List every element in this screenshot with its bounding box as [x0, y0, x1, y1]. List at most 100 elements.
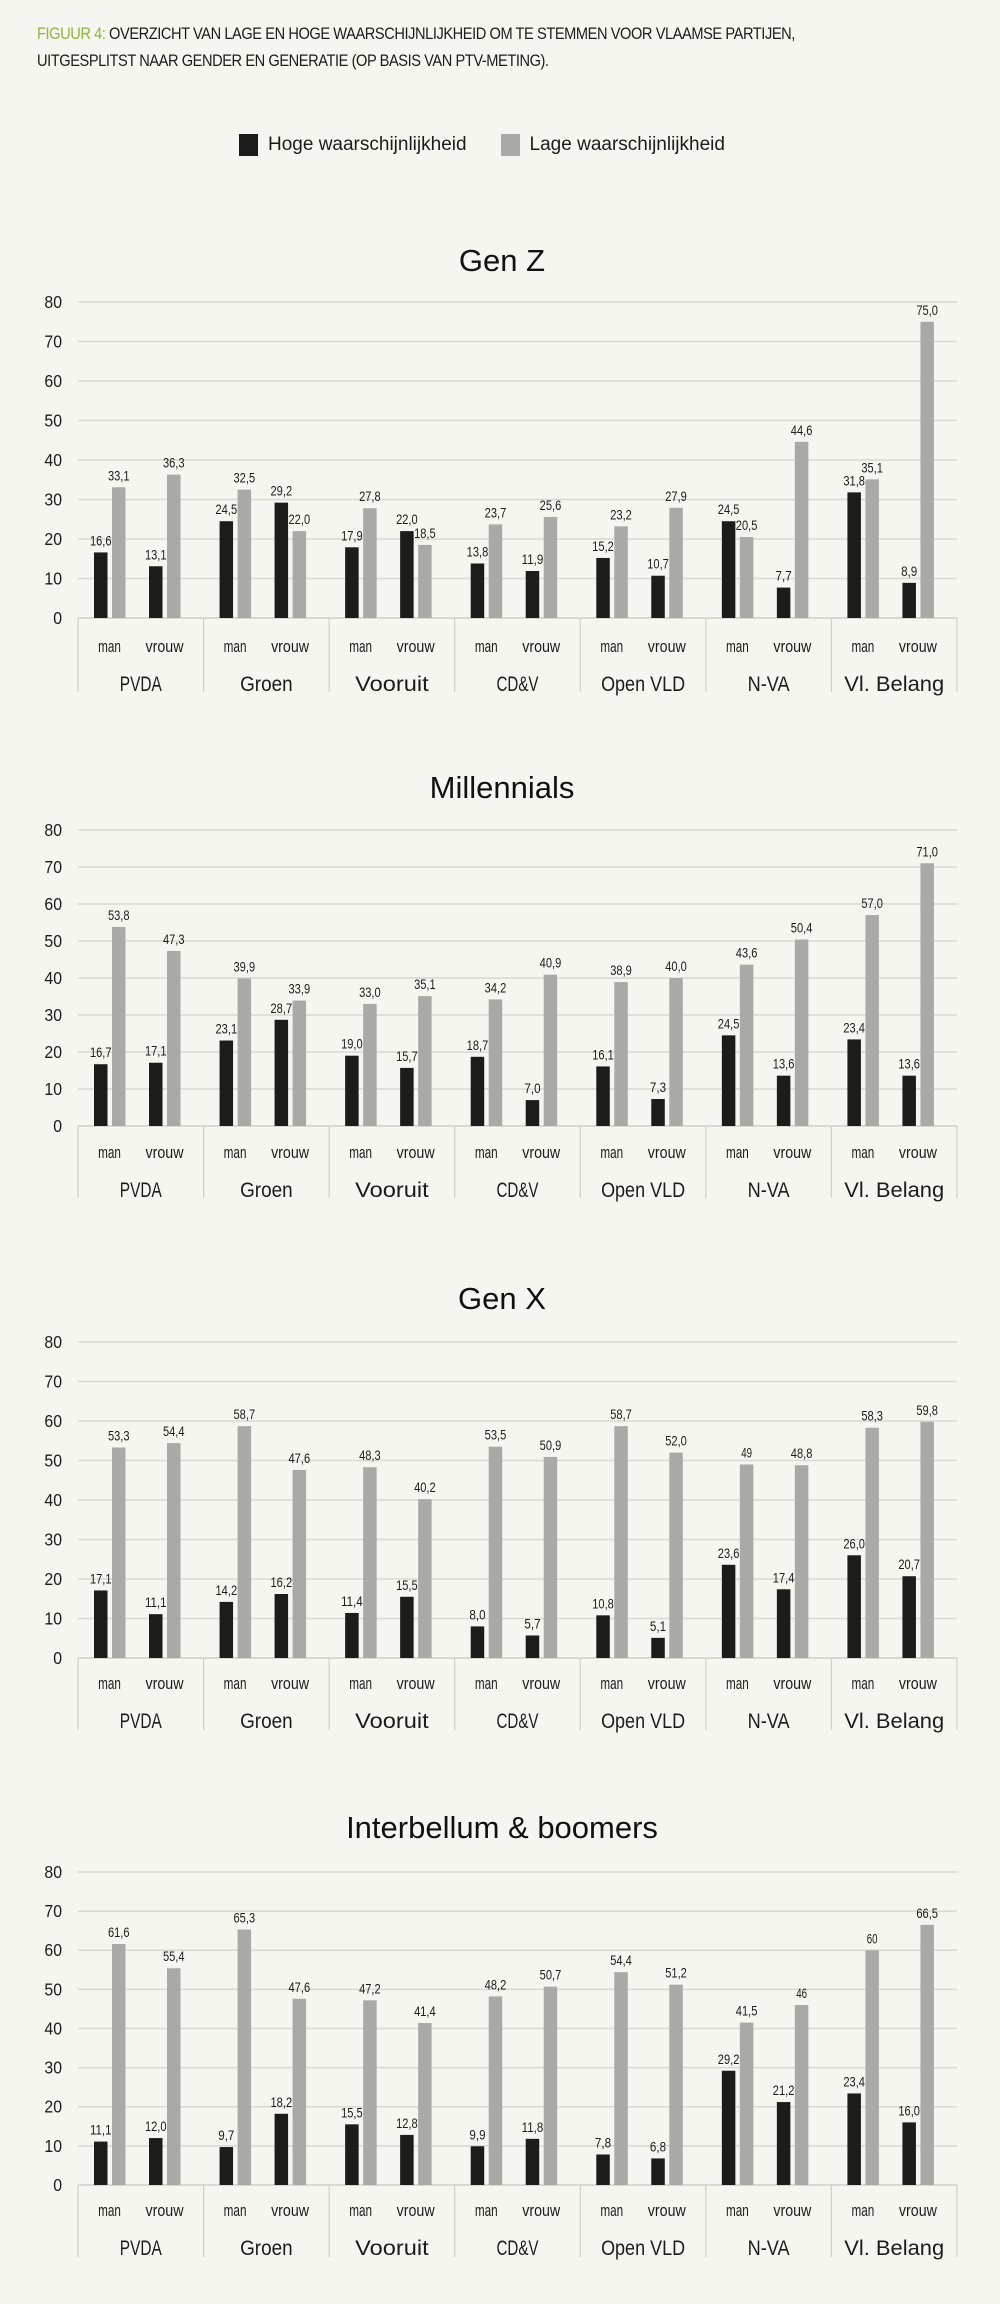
data-label: 35,1	[861, 460, 883, 475]
figure-label: FIGUUR 4:	[37, 24, 106, 43]
data-label: 11,1	[90, 2123, 112, 2138]
party-label: Open VLD	[601, 2237, 685, 2260]
gender-label: man	[475, 1143, 498, 1162]
data-label: 20,5	[736, 518, 758, 533]
bar-hoge	[776, 2102, 791, 2185]
gender-label: man	[726, 1674, 749, 1693]
data-label: 9,7	[218, 2128, 234, 2143]
bar-hoge	[596, 1066, 610, 1126]
gender-label: man	[224, 637, 247, 656]
party-label: Vooruit	[355, 673, 429, 696]
gender-label: vrouw	[899, 637, 938, 656]
bar-lage	[237, 1426, 252, 1658]
data-label: 38,9	[610, 963, 632, 978]
party-label: Vooruit	[355, 2237, 429, 2260]
gender-label: man	[852, 1143, 875, 1162]
bar-lage	[920, 1924, 934, 2185]
bar-hoge	[219, 521, 234, 618]
bar-hoge	[470, 1626, 485, 1658]
data-label: 18,5	[414, 526, 436, 541]
bar-hoge	[149, 1062, 163, 1126]
gender-label: man	[475, 1674, 498, 1693]
bar-lage	[543, 1456, 558, 1658]
bar-lage	[669, 1452, 683, 1658]
bar-lage	[418, 2023, 432, 2185]
party-label: PVDA	[120, 673, 162, 696]
data-label: 15,2	[592, 539, 614, 554]
data-label: 13,6	[773, 1057, 795, 1072]
gender-label: vrouw	[397, 637, 436, 656]
data-label: 26,0	[843, 1536, 865, 1551]
gender-label: man	[726, 637, 749, 656]
bar-hoge	[776, 587, 791, 618]
bar-lage	[794, 441, 809, 618]
bar-lage	[292, 1998, 307, 2185]
y-tick-label: 0	[53, 1648, 62, 1668]
bar-hoge	[274, 502, 289, 618]
bar-hoge	[721, 521, 736, 618]
bar-hoge	[470, 1056, 485, 1126]
bar-lage	[112, 1447, 126, 1658]
data-label: 22,0	[289, 512, 311, 527]
bar-lage	[794, 939, 809, 1126]
gender-label: man	[600, 1674, 623, 1693]
chart-title: Gen X	[458, 1281, 546, 1316]
data-label: 7,8	[595, 2135, 611, 2150]
y-tick-label: 30	[44, 1530, 62, 1550]
data-label: 47,6	[289, 1451, 311, 1466]
data-label: 15,7	[396, 1049, 418, 1064]
bar-lage	[488, 524, 503, 618]
data-label: 17,4	[773, 1570, 795, 1585]
bar-hoge	[149, 566, 163, 618]
y-tick-label: 60	[44, 894, 62, 914]
gender-label: vrouw	[522, 637, 561, 656]
bar-lage	[363, 508, 377, 618]
bar-hoge	[847, 492, 861, 618]
party-label: PVDA	[120, 2237, 162, 2260]
bar-lage	[739, 964, 754, 1126]
bar-lage	[669, 1984, 683, 2185]
bar-hoge	[596, 2154, 610, 2185]
bar-lage	[543, 974, 558, 1126]
legend-item-lage: Lage waarschijnlijkheid	[500, 134, 725, 156]
data-label: 29,2	[718, 2052, 740, 2067]
data-label: 7,7	[776, 569, 792, 584]
party-label: PVDA	[120, 1710, 162, 1733]
data-label: 24,5	[718, 1016, 740, 1031]
party-label: CD&V	[497, 673, 539, 696]
gender-label: man	[726, 2201, 749, 2220]
data-label: 58,3	[861, 1409, 883, 1424]
data-label: 33,0	[359, 985, 381, 1000]
bar-hoge	[345, 547, 359, 618]
y-tick-label: 60	[44, 1411, 62, 1431]
data-label: 10,7	[647, 557, 669, 572]
data-label: 9,9	[469, 2127, 485, 2142]
y-tick-label: 0	[53, 1116, 62, 1136]
gender-label: man	[600, 2201, 623, 2220]
data-label: 58,7	[234, 1407, 256, 1422]
bar-lage	[739, 1464, 754, 1658]
bar-hoge	[400, 1067, 414, 1126]
data-label: 14,2	[216, 1583, 238, 1598]
gender-label: vrouw	[773, 2201, 812, 2220]
bar-hoge	[525, 1100, 540, 1126]
gender-label: man	[98, 1143, 121, 1162]
gender-label: man	[475, 2201, 498, 2220]
legend-swatch-lage	[500, 134, 520, 156]
bar-hoge	[219, 1601, 234, 1658]
y-tick-label: 60	[44, 1940, 62, 1960]
bar-lage	[865, 915, 879, 1126]
bar-hoge	[651, 2158, 665, 2185]
data-label: 8,9	[901, 564, 917, 579]
bar-hoge	[94, 1590, 108, 1658]
gender-label: man	[475, 637, 498, 656]
data-label: 13,1	[145, 547, 167, 562]
party-label: Groen	[240, 1179, 293, 1202]
data-label: 16,6	[90, 533, 112, 548]
data-label: 46	[796, 1986, 807, 2001]
data-label: 53,5	[485, 1428, 507, 1443]
bar-lage	[543, 516, 558, 618]
bar-lage	[167, 1968, 181, 2185]
data-label: 53,8	[108, 908, 130, 923]
gender-label: man	[852, 1674, 875, 1693]
